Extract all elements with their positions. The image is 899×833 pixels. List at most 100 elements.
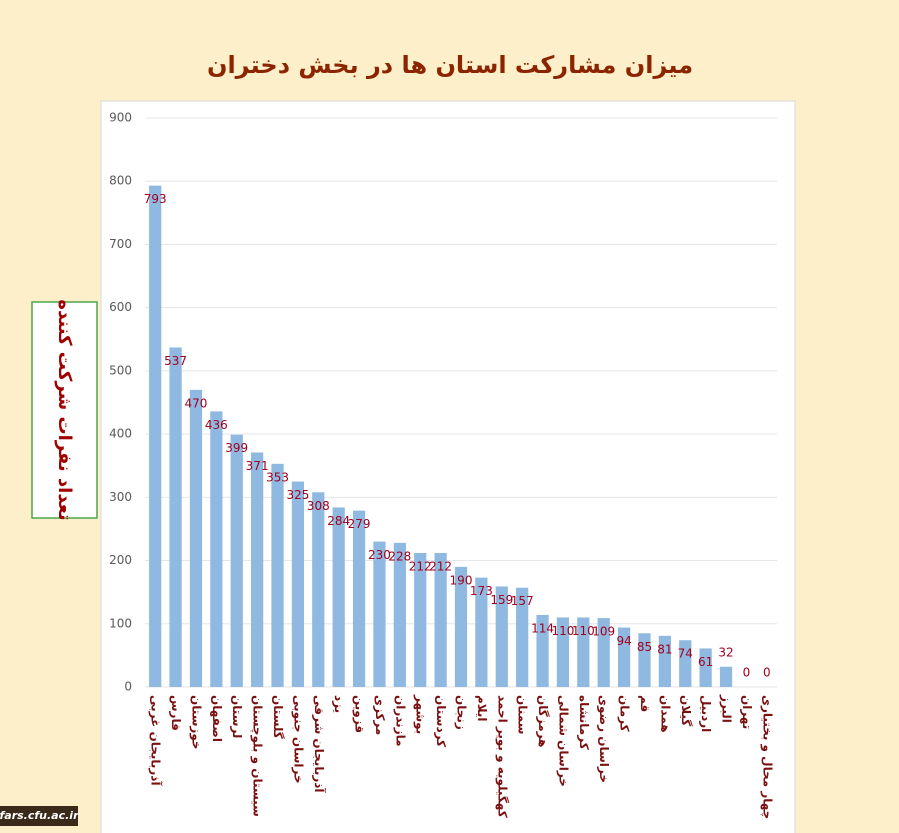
bar — [454, 566, 468, 687]
x-tick-label: همدان — [658, 695, 672, 733]
x-tick-label: خراسان جنوبی — [290, 695, 305, 784]
x-tick-label: سمنان — [516, 695, 530, 735]
bar — [434, 552, 447, 687]
value-label: 537 — [164, 354, 187, 368]
bar — [352, 510, 366, 687]
bar — [291, 481, 305, 687]
value-label: 0 — [743, 666, 751, 680]
y-label-box — [31, 301, 98, 519]
y-axis-label: تعداد نفرات شرکت کننده — [54, 299, 75, 520]
x-tick-label: گلستان — [271, 695, 285, 739]
y-tick-label: 500 — [109, 363, 132, 377]
value-label: 61 — [698, 655, 713, 669]
x-tick-label: مرکزی — [373, 695, 387, 735]
value-label: 173 — [470, 584, 493, 598]
y-tick-label: 600 — [109, 300, 132, 314]
x-tick-label: فارس — [169, 695, 183, 731]
x-tick-label: البرز — [720, 694, 734, 723]
bar — [719, 666, 733, 687]
x-tick-label: کهگیلویه و بویر احمد — [494, 695, 509, 818]
x-tick-label: گیلان — [679, 695, 693, 726]
x-tick-label: لرستان — [230, 695, 244, 738]
x-tick-label: خوزستان — [188, 695, 203, 750]
value-label: 157 — [511, 594, 534, 608]
bar — [189, 389, 203, 687]
value-label: 399 — [225, 441, 248, 455]
y-tick-label: 400 — [109, 427, 132, 441]
value-label: 353 — [266, 470, 289, 484]
bar — [393, 542, 406, 687]
value-label: 212 — [429, 559, 452, 573]
bar — [536, 614, 549, 687]
y-tick-label: 0 — [124, 680, 132, 694]
value-label: 74 — [678, 647, 693, 661]
y-tick-label: 300 — [109, 490, 132, 504]
x-tick-label: کرمان — [618, 695, 632, 732]
value-label: 190 — [450, 573, 473, 587]
x-tick-label: خراسان شمالی — [556, 695, 570, 787]
x-tick-label: قم — [638, 695, 652, 712]
value-label: 110 — [551, 624, 574, 638]
y-tick-label: 100 — [109, 616, 132, 630]
bar — [516, 587, 529, 687]
value-label: 470 — [185, 396, 208, 410]
x-tick-label: زنجان — [455, 695, 469, 730]
value-label: 114 — [531, 621, 554, 635]
value-label: 228 — [388, 549, 411, 563]
x-tick-label: کرمانشاه — [577, 695, 591, 750]
value-label: 81 — [657, 642, 672, 656]
value-label: 308 — [307, 499, 330, 513]
bar — [414, 552, 427, 687]
value-label: 109 — [592, 625, 615, 639]
bar — [251, 452, 264, 687]
bar — [230, 434, 243, 687]
value-label: 94 — [616, 634, 631, 648]
bar — [210, 411, 223, 687]
x-tick-label: هرمزگان — [536, 695, 550, 747]
x-tick-label: چهار محال و بختیاری — [759, 695, 774, 819]
x-tick-label: تهران — [740, 695, 754, 729]
footer: fars.cfu.ac.ir — [0, 809, 79, 822]
bar — [617, 627, 631, 687]
bar — [373, 541, 386, 687]
bar — [475, 577, 488, 687]
x-tick-label: قزوین — [352, 695, 367, 733]
value-label: 159 — [490, 593, 513, 607]
x-tick-label: سیستان و بلوچستان — [250, 695, 265, 817]
value-label: 230 — [368, 548, 391, 562]
chart-title: میزان مشارکت استان ها در بخش دختران — [207, 51, 693, 79]
y-tick-label: 900 — [109, 111, 132, 125]
value-label: 212 — [409, 559, 432, 573]
x-tick-label: کردستان — [434, 695, 448, 747]
x-tick-label: مازندران — [393, 695, 407, 747]
value-label: 279 — [348, 517, 371, 531]
y-tick-label: 200 — [109, 553, 132, 567]
bar — [495, 586, 508, 687]
bar — [312, 492, 325, 687]
x-tick-label: اردبیل — [699, 695, 713, 732]
value-label: 32 — [718, 645, 733, 659]
value-label: 0 — [763, 666, 771, 680]
x-tick-label: ایلام — [474, 695, 489, 722]
bar — [332, 507, 345, 687]
x-tick-label: آذربایجان غربی — [149, 695, 164, 786]
footer-box — [0, 806, 78, 826]
value-label: 284 — [327, 514, 350, 528]
bar — [638, 633, 651, 687]
value-label: 436 — [205, 418, 228, 432]
bar — [577, 617, 590, 687]
y-tick-label: 800 — [109, 174, 132, 188]
value-label: 325 — [286, 488, 309, 502]
x-tick-label: اصفهان — [210, 695, 224, 742]
bar — [556, 617, 570, 687]
x-tick-label: بوشهر — [413, 694, 428, 734]
value-label: 85 — [637, 640, 652, 654]
x-tick-label: خراسان رضوی — [596, 695, 611, 783]
bar — [699, 648, 712, 687]
bar — [658, 635, 671, 687]
y-tick-label: 700 — [109, 237, 132, 251]
bar — [679, 640, 692, 687]
bar — [169, 347, 182, 687]
